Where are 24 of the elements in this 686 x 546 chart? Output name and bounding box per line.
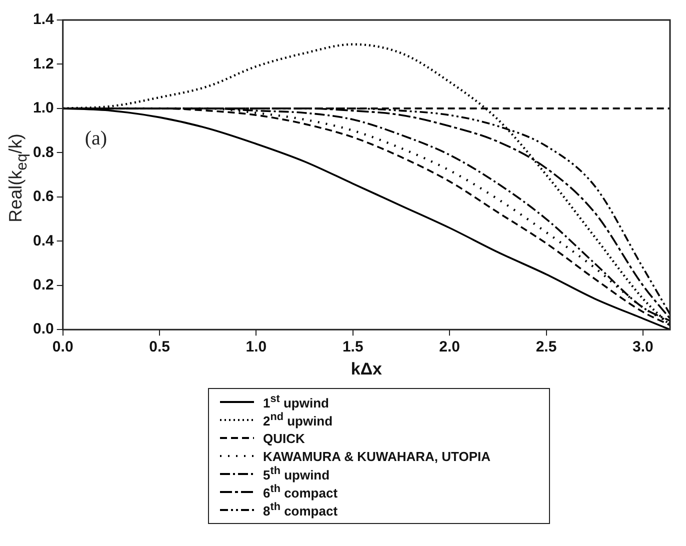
x-tick-label: 2.5	[536, 338, 557, 356]
x-tick-label: 0.5	[149, 338, 170, 356]
legend-label: 5$^{th}$ upwind	[263, 465, 330, 483]
x-tick-label: 1.5	[342, 338, 364, 356]
annotation: (a)	[84, 127, 108, 150]
x-tick-label: 2.0	[439, 338, 460, 356]
y-tick-label: 1.0	[32, 100, 54, 117]
y-tick-label: 0.0	[32, 320, 54, 338]
legend-label: 6$^{th}$ compact	[263, 483, 338, 501]
legend-label: 8$^{th}$ compact	[263, 501, 338, 519]
x-tick-label: 3.0	[632, 338, 654, 356]
legend-label: 1$^{st}$ upwind	[263, 393, 329, 411]
x-tick-label: 0.0	[52, 338, 74, 356]
y-tick-label: 1.4	[32, 11, 54, 28]
y-tick-label: 0.8	[32, 144, 54, 161]
y-tick-label: 1.2	[32, 55, 54, 72]
y-tick-label: 0.2	[32, 276, 54, 294]
x-tick-label: 1.0	[246, 338, 267, 356]
y-tick-label: 0.4	[32, 232, 54, 250]
legend-label: KAWAMURA & KUWAHARA, UTOPIA	[263, 448, 490, 464]
legend-label: QUICK	[263, 430, 305, 446]
y-tick-label: 0.6	[32, 188, 54, 206]
x-axis-title: kΔx	[350, 359, 383, 378]
legend-label: 2$^{nd}$ upwind	[263, 411, 333, 429]
